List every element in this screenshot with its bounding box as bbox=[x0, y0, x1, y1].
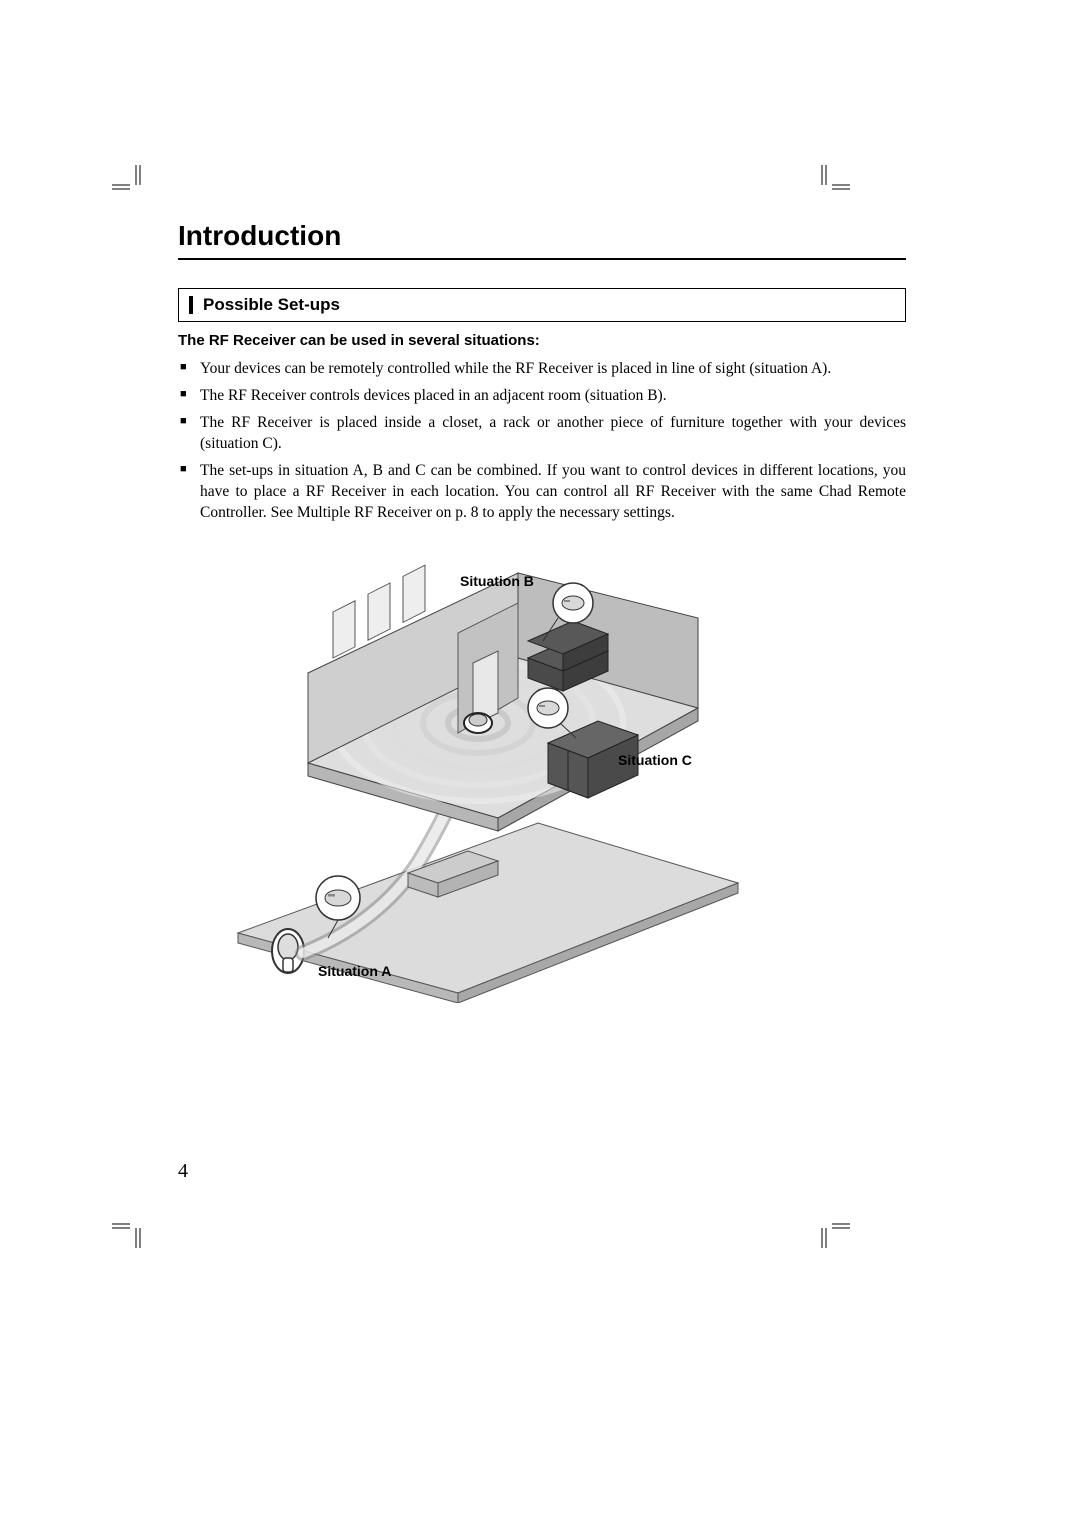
figure-label-a: Situation A bbox=[318, 963, 391, 979]
page-content: Introduction Possible Set-ups The RF Rec… bbox=[178, 220, 906, 1003]
list-item: The RF Receiver is placed inside a close… bbox=[178, 413, 906, 455]
figure-label-b: Situation B bbox=[460, 573, 534, 589]
chapter-rule bbox=[178, 258, 906, 260]
figure-label-c: Situation C bbox=[618, 752, 692, 768]
setup-diagram: Situation B Situation C Situation A bbox=[178, 563, 906, 1003]
crop-mark-br bbox=[800, 1198, 850, 1248]
chapter-title: Introduction bbox=[178, 220, 906, 252]
subheading: The RF Receiver can be used in several s… bbox=[178, 332, 906, 349]
section-bar-icon bbox=[189, 296, 193, 314]
section-title: Possible Set-ups bbox=[203, 295, 340, 315]
diagram-svg bbox=[178, 563, 906, 1003]
list-item: Your devices can be remotely controlled … bbox=[178, 359, 906, 380]
crop-mark-tr bbox=[800, 165, 850, 215]
list-item: The RF Receiver controls devices placed … bbox=[178, 386, 906, 407]
crop-mark-tl bbox=[112, 165, 162, 215]
section-heading-box: Possible Set-ups bbox=[178, 288, 906, 322]
receiver-icon bbox=[464, 713, 492, 733]
page-number: 4 bbox=[178, 1160, 188, 1183]
bullet-list: Your devices can be remotely controlled … bbox=[178, 359, 906, 523]
list-item: The set-ups in situation A, B and C can … bbox=[178, 461, 906, 524]
crop-mark-bl bbox=[112, 1198, 162, 1248]
